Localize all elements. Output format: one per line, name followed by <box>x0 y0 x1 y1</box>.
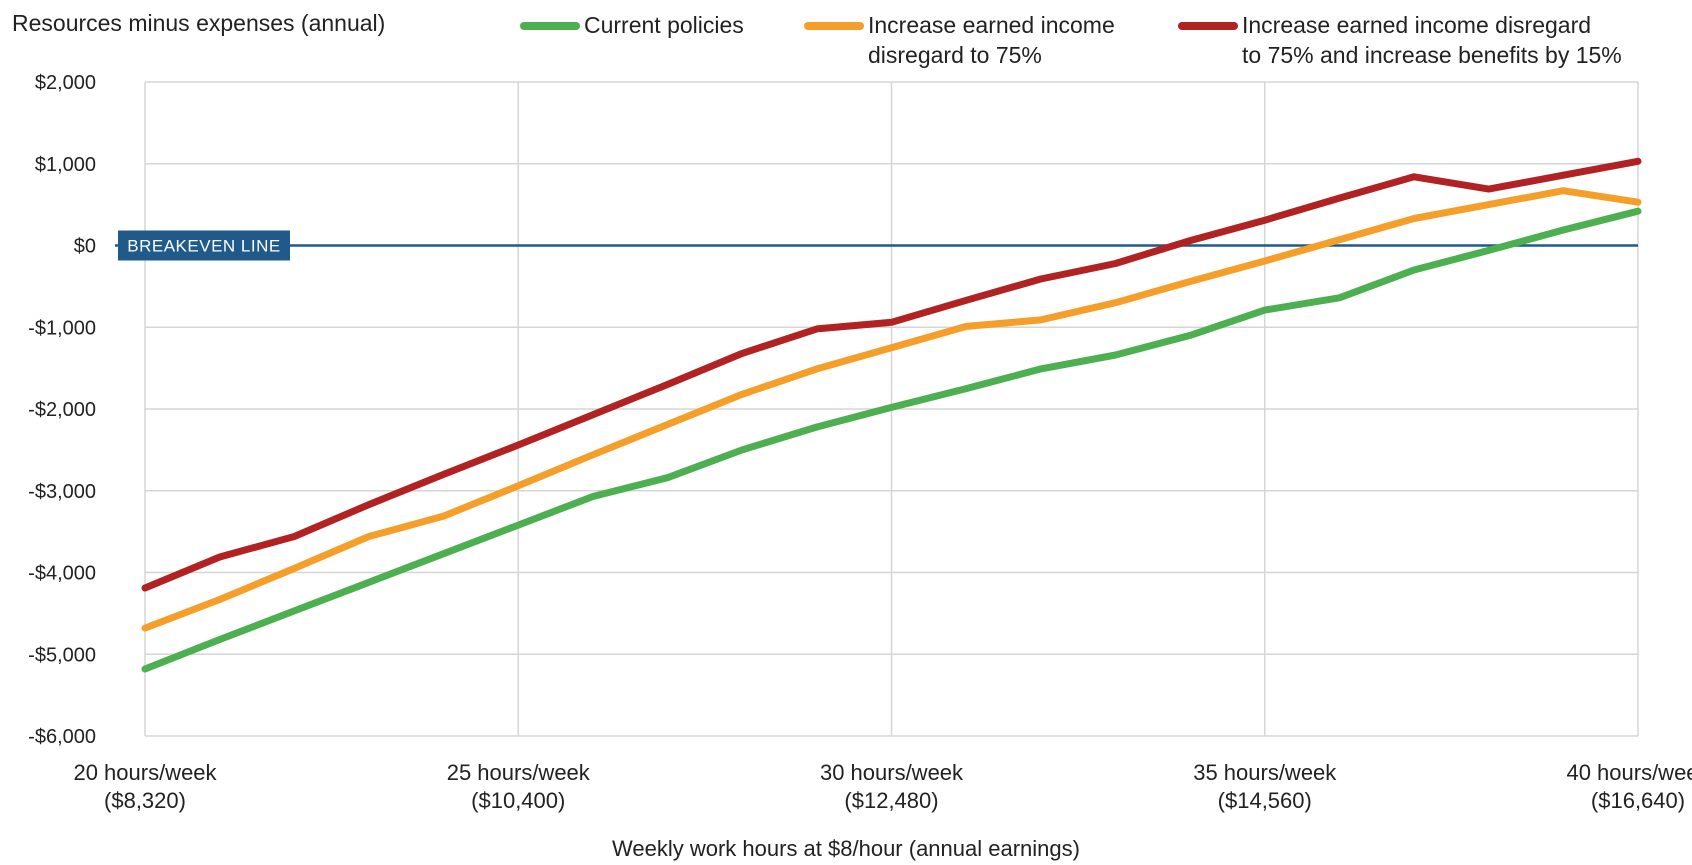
y-tick-label: -$5,000 <box>28 644 96 666</box>
legend-swatch-increase-disregard <box>804 22 864 30</box>
legend-label-increase-disregard: Increase earned income disregard to 75% <box>868 12 1115 68</box>
legend-label-current-policies: Current policies <box>584 12 744 38</box>
x-tick-sublabel: ($16,640) <box>1591 788 1685 813</box>
legend-item-increase-disregard: Increase earned income disregard to 75% <box>804 10 1115 70</box>
breakeven-label-box <box>118 230 290 261</box>
y-tick-label: -$1,000 <box>28 317 96 339</box>
x-axis-title: Weekly work hours at $8/hour (annual ear… <box>612 836 1080 861</box>
y-tick-label: $0 <box>74 236 96 258</box>
x-tick-label: 30 hours/week <box>820 760 964 785</box>
y-axis-title: Resources minus expenses (annual) <box>12 10 386 36</box>
y-tick-label: -$4,000 <box>28 563 96 585</box>
x-tick-sublabel: ($10,400) <box>471 788 565 813</box>
series-line-current-policies <box>141 207 1642 673</box>
series-line-increase-disregard <box>141 187 1642 632</box>
series-lines <box>141 157 1642 673</box>
legend-item-current-policies: Current policies <box>520 10 744 40</box>
breakeven-label: BREAKEVEN LINE <box>127 237 280 256</box>
x-tick-label: 40 hours/week <box>1566 760 1692 785</box>
legend-item-increase-disregard-and-benefits: Increase earned income disregard to 75% … <box>1178 10 1622 70</box>
y-axis-ticks: $2,000 $1,000 $0 -$1,000 -$2,000 -$3,000 -$4,0… <box>28 72 96 748</box>
x-tick-label: 25 hours/week <box>447 760 591 785</box>
x-axis-ticks: 20 hours/week ($8,320) 25 hours/week ($10,4… <box>73 760 1692 813</box>
legend-swatch-current-policies <box>520 22 580 30</box>
x-tick-sublabel: ($8,320) <box>104 788 186 813</box>
y-tick-label: $1,000 <box>35 154 96 176</box>
x-tick-label: 20 hours/week <box>73 760 217 785</box>
y-tick-label: -$3,000 <box>28 481 96 503</box>
x-tick-sublabel: ($12,480) <box>844 788 938 813</box>
series-line-increase-disregard-and-benefits <box>141 157 1642 592</box>
x-tick-label: 35 hours/week <box>1193 760 1337 785</box>
y-tick-label: $2,000 <box>35 72 96 94</box>
x-tick-sublabel: ($14,560) <box>1218 788 1312 813</box>
y-tick-label: -$2,000 <box>28 399 96 421</box>
legend-label-increase-disregard-and-benefits: Increase earned income disregard to 75% … <box>1242 12 1622 68</box>
y-tick-label: -$6,000 <box>28 726 96 748</box>
breakeven-group: BREAKEVEN LINE <box>115 230 1638 261</box>
legend-swatch-increase-disregard-and-benefits <box>1178 22 1238 30</box>
